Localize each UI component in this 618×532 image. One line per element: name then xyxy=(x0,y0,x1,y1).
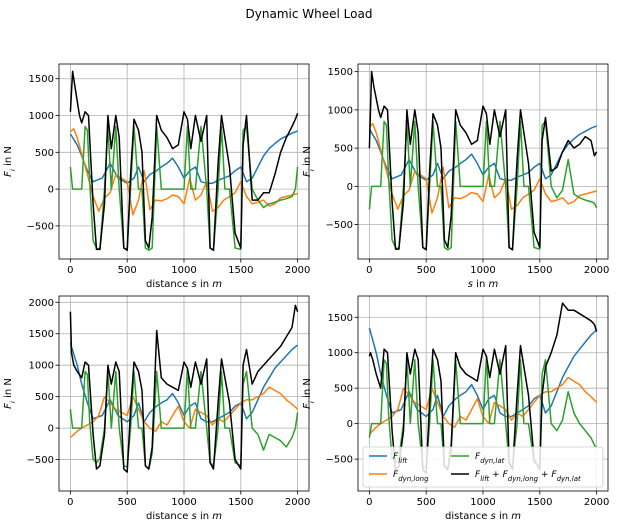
x-tick-label: 500 xyxy=(417,497,436,508)
x-axis-label: s in m xyxy=(468,279,499,290)
series-line-lat xyxy=(69,367,299,470)
legend-label-lat: Fdyn,lat xyxy=(475,452,505,465)
x-axis-label: distance s in m xyxy=(146,279,222,290)
series-line-sum xyxy=(368,70,598,251)
y-tick-label: −500 xyxy=(326,455,353,466)
y-axis-label: Fi in N xyxy=(302,378,316,409)
chart-panel-3: 0 500 1000 1500 2000 −500 0 500 1000 1500 2000 dist… xyxy=(3,295,310,522)
y-tick-label: 0 xyxy=(48,185,54,196)
y-axis-label: Fi in N xyxy=(3,378,17,409)
series-line-long xyxy=(368,376,598,435)
legend-label-lift: Flift xyxy=(393,452,408,465)
x-tick-label: 0 xyxy=(67,497,73,508)
x-tick-label: 2000 xyxy=(584,265,609,276)
y-tick-label: 1500 xyxy=(29,74,54,85)
y-tick-label: 1000 xyxy=(328,348,353,359)
x-tick-label: 0 xyxy=(366,265,372,276)
y-tick-label: −500 xyxy=(27,221,54,232)
x-tick-label: 0 xyxy=(366,497,372,508)
x-tick-label: 1000 xyxy=(171,265,196,276)
y-tick-label: 2000 xyxy=(29,298,54,309)
x-tick-label: 1500 xyxy=(527,497,552,508)
legend-label-sum: Flift + Fdyn,long + Fdyn,lat xyxy=(475,470,581,483)
y-tick-label: 500 xyxy=(35,392,54,403)
x-tick-label: 0 xyxy=(67,265,73,276)
y-tick-label: 0 xyxy=(48,424,54,435)
series-line-sum xyxy=(69,70,299,251)
x-tick-label: 500 xyxy=(118,497,137,508)
x-tick-label: 1500 xyxy=(228,497,253,508)
legend: Flift Fdyn,long Fdyn,lat Flift + Fdyn,long … xyxy=(362,446,604,488)
y-axis-label: Fi in N xyxy=(302,146,316,177)
x-tick-label: 500 xyxy=(118,265,137,276)
chart-panel-2: 0 500 1000 1500 2000 −500 0 500 1000 1500 s in m Fi… xyxy=(302,63,609,290)
x-tick-label: 1500 xyxy=(527,265,552,276)
y-tick-label: 1500 xyxy=(29,329,54,340)
y-tick-label: −500 xyxy=(27,455,54,466)
y-tick-label: 500 xyxy=(334,384,353,395)
series-line-sum xyxy=(69,304,299,473)
x-tick-label: 1500 xyxy=(228,265,253,276)
y-axis-label: Fi in N xyxy=(3,146,17,177)
x-tick-label: 2000 xyxy=(584,497,609,508)
y-tick-label: 500 xyxy=(334,144,353,155)
figure-title: Dynamic Wheel Load xyxy=(246,7,373,21)
x-tick-label: 2000 xyxy=(285,265,310,276)
x-tick-label: 1000 xyxy=(470,497,495,508)
y-tick-label: 1000 xyxy=(328,105,353,116)
series-line-long xyxy=(69,386,299,439)
y-tick-label: 500 xyxy=(35,148,54,159)
y-tick-label: 1000 xyxy=(29,361,54,372)
y-tick-label: −500 xyxy=(326,220,353,231)
y-tick-label: 1500 xyxy=(328,313,353,324)
y-tick-label: 1500 xyxy=(328,67,353,78)
y-tick-label: 0 xyxy=(347,419,353,430)
x-tick-label: 1000 xyxy=(171,497,196,508)
x-tick-label: 2000 xyxy=(285,497,310,508)
y-tick-label: 0 xyxy=(347,182,353,193)
chart-panel-4: 0 500 1000 1500 2000 −500 0 500 1000 1500 distance… xyxy=(302,295,609,522)
x-tick-label: 1000 xyxy=(470,265,495,276)
legend-box xyxy=(362,446,604,488)
y-tick-label: 1000 xyxy=(29,111,54,122)
x-axis-label: distance s in m xyxy=(445,511,521,522)
x-tick-label: 500 xyxy=(417,265,436,276)
chart-panel-1: 0 500 1000 1500 2000 −500 0 500 1000 1500 distance… xyxy=(3,63,310,290)
x-axis-label: distance s in m xyxy=(146,511,222,522)
legend-label-long: Fdyn,long xyxy=(393,470,429,483)
